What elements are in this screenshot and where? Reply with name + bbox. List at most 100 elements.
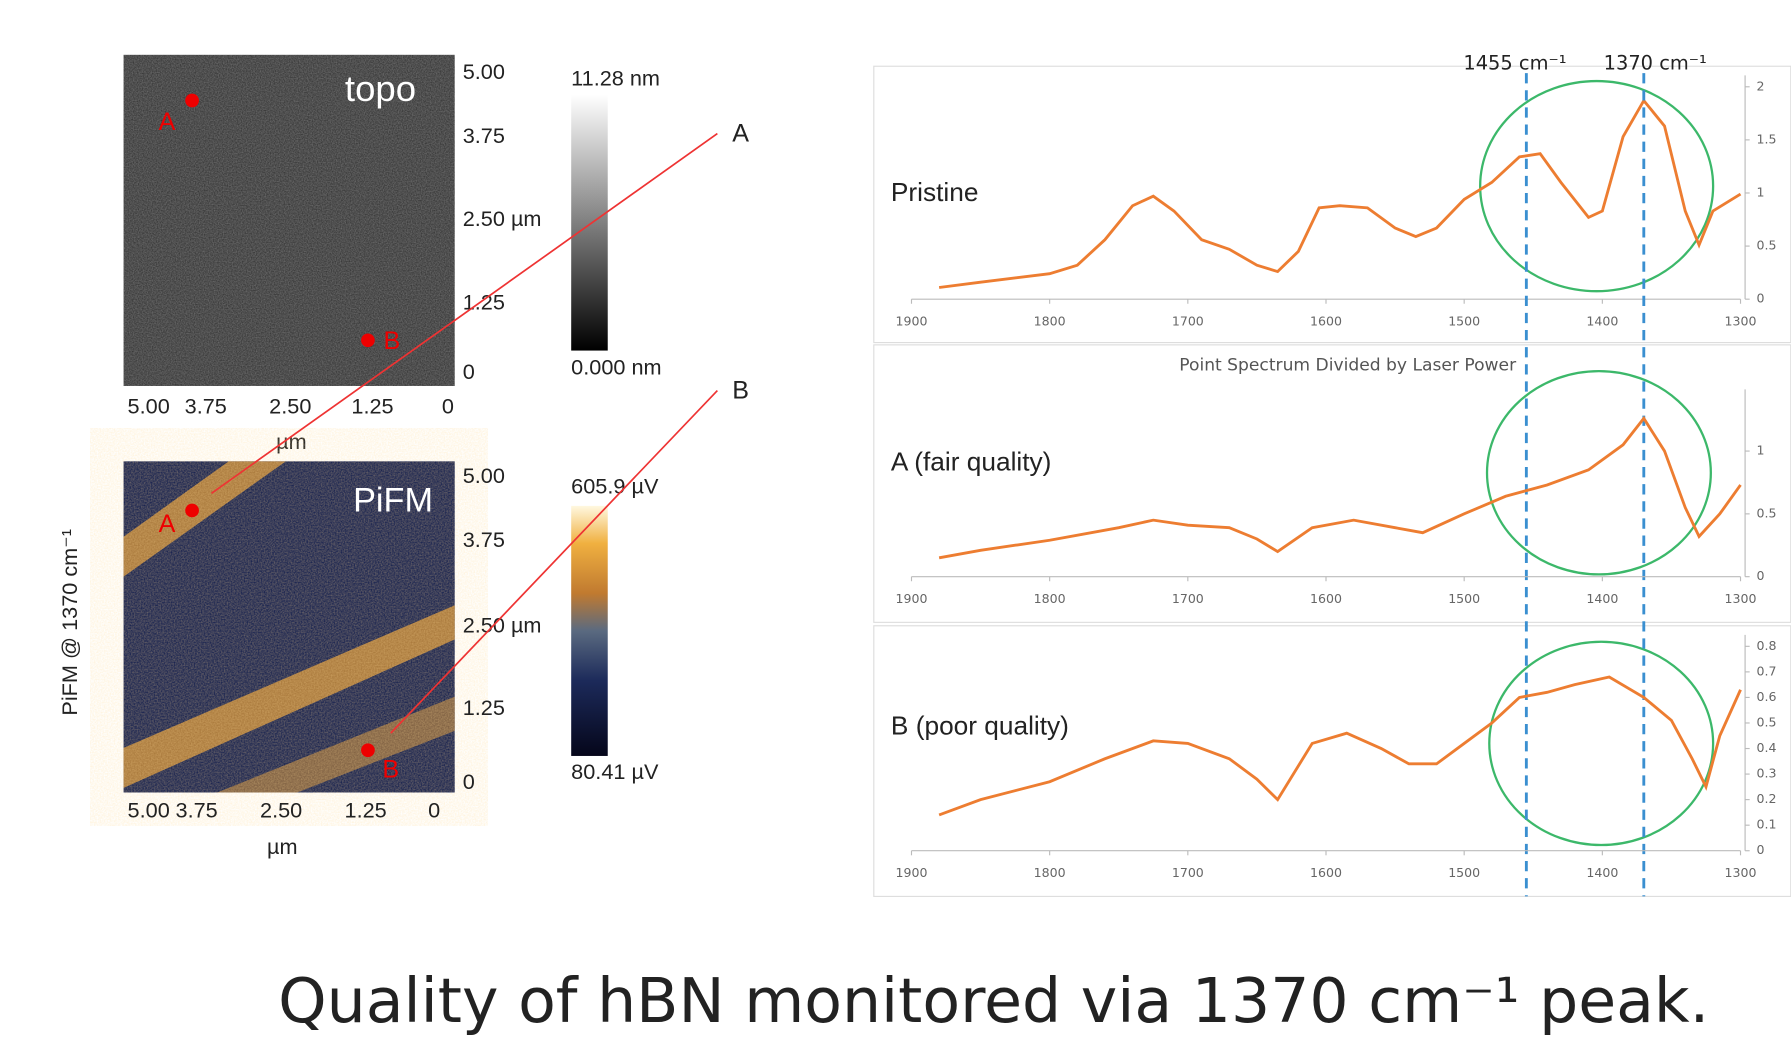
x-tick-label: 1500 [1448, 865, 1480, 880]
y-tick-label: 0.2 [1757, 791, 1777, 806]
x-tick-label: 2.50 [260, 798, 302, 823]
point-label: A [159, 108, 176, 136]
x-tick-label: 1900 [896, 865, 928, 880]
point-marker [361, 743, 375, 758]
point-marker [361, 333, 375, 348]
topo-texture [123, 54, 455, 386]
x-tick-label: 5.00 [128, 393, 170, 418]
y-tick-label: 0.4 [1757, 740, 1777, 755]
x-tick-label: 0 [442, 393, 454, 418]
y-tick-label: 3.75 [463, 527, 505, 552]
x-tick-label: 1700 [1172, 865, 1204, 880]
map-label: PiFM [353, 481, 433, 519]
x-axis-label: µm [276, 429, 307, 454]
highlight-circle [1485, 369, 1712, 576]
y-tick-label: 0.5 [1757, 238, 1777, 253]
point-label: A [159, 510, 176, 538]
series-label: Pristine [891, 177, 979, 207]
panel-border [873, 65, 1791, 344]
y-tick-label: 0.5 [1757, 714, 1777, 729]
y-tick-label: 1.5 [1757, 131, 1777, 146]
x-tick-label: 1300 [1725, 865, 1757, 880]
y-tick-label: 2 [1757, 78, 1765, 93]
point-label: B [384, 327, 401, 355]
x-tick-label: 3.75 [185, 393, 227, 418]
spectra: 1900 1800 1700 1600 1500 1400 130000.511.52Pri… [873, 51, 1791, 897]
callout-label: A [732, 119, 749, 147]
callout-line [210, 132, 718, 495]
x-tick-label: 1400 [1586, 314, 1618, 329]
x-tick-label: 1600 [1310, 865, 1342, 880]
x-tick-label: 1700 [1172, 591, 1204, 606]
y-tick-label: 0 [1757, 568, 1765, 583]
y-tick-label: 0 [463, 769, 475, 794]
reference-label: 1370 cm⁻¹ [1604, 51, 1707, 74]
y-tick-label: 2.50 µm [463, 206, 542, 231]
spectrum-line [938, 675, 1742, 817]
map-label: topo [345, 68, 416, 109]
y-tick-label: 0.1 [1757, 817, 1777, 832]
callouts: A B [210, 119, 749, 734]
x-tick-label: 1900 [896, 314, 928, 329]
x-tick-label: 1800 [1034, 314, 1066, 329]
colorbar [571, 505, 608, 756]
series-label: A (fair quality) [891, 447, 1051, 477]
x-tick-label: 0 [428, 798, 440, 823]
y-tick-label: 0 [1757, 291, 1765, 306]
x-tick-label: 1900 [896, 591, 928, 606]
x-tick-label: 3.75 [176, 798, 218, 823]
colorbar [571, 94, 608, 351]
pifm-map: PiFM 5.00 3.75 2.50 µm 1.25 0 5.00 3.75 … [57, 461, 659, 859]
point-label: B [382, 755, 399, 783]
topo-map: topo 5.00 3.75 2.50 µm 1.25 0 5.00 3.75 … [123, 54, 662, 454]
x-tick-label: 1600 [1310, 591, 1342, 606]
x-tick-label: 1400 [1586, 591, 1618, 606]
callout-line [390, 389, 718, 734]
y-tick-label: 0 [1757, 842, 1765, 857]
y-tick-label: 0.5 [1757, 505, 1777, 520]
y-tick-label: 1.25 [463, 695, 505, 720]
x-tick-label: 1600 [1310, 314, 1342, 329]
x-tick-label: 1700 [1172, 314, 1204, 329]
y-tick-label: 0.8 [1757, 638, 1777, 653]
x-tick-label: 1800 [1034, 591, 1066, 606]
point-marker [185, 503, 199, 518]
colorbar-min: 0.000 nm [571, 355, 661, 380]
colorbar-max: 11.28 nm [571, 66, 660, 91]
x-tick-label: 1500 [1448, 314, 1480, 329]
x-tick-label: 1800 [1034, 865, 1066, 880]
series-label: B (poor quality) [891, 710, 1069, 740]
y-tick-label: 0 [463, 359, 475, 384]
reference-label: 1455 cm⁻¹ [1463, 51, 1566, 74]
y-tick-label: 3.75 [463, 123, 505, 148]
pifm-texture [123, 461, 455, 793]
panel-border [873, 625, 1791, 897]
colorbar-min: 80.41 µV [571, 759, 659, 784]
x-tick-label: 2.50 [269, 393, 311, 418]
x-axis-label: µm [267, 834, 298, 859]
x-tick-label: 1300 [1725, 591, 1757, 606]
y-tick-label: 0.6 [1757, 689, 1777, 704]
y-tick-label: 0.3 [1757, 766, 1777, 781]
y-tick-label: 1 [1757, 443, 1765, 458]
highlight-circle [1479, 79, 1715, 293]
panel-border [873, 344, 1791, 623]
point-marker [185, 93, 199, 108]
spectrum-line [938, 98, 1742, 289]
x-tick-label: 1.25 [345, 798, 387, 823]
y-tick-label: 1 [1757, 184, 1765, 199]
x-tick-label: 1.25 [351, 393, 393, 418]
y-tick-label: 5.00 [463, 59, 505, 84]
callout-label: B [732, 376, 749, 404]
y-tick-label: 0.7 [1757, 663, 1777, 678]
y-axis-label: PiFM @ 1370 cm⁻¹ [57, 529, 82, 716]
chart-title: Point Spectrum Divided by Laser Power [1179, 355, 1517, 375]
x-tick-label: 1500 [1448, 591, 1480, 606]
x-tick-label: 1300 [1725, 314, 1757, 329]
highlight-circle [1488, 640, 1715, 847]
x-tick-label: 5.00 [128, 798, 170, 823]
x-tick-label: 1400 [1586, 865, 1618, 880]
spectrum-line [938, 415, 1742, 560]
y-tick-label: 5.00 [463, 463, 505, 488]
